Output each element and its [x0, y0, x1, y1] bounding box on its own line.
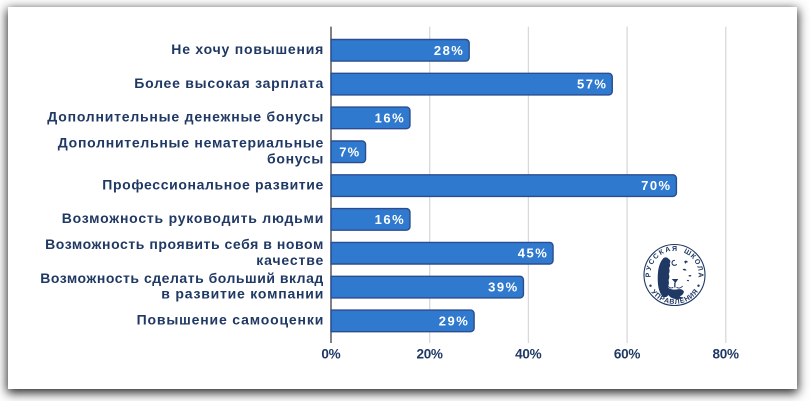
svg-text:80%: 80% [713, 346, 740, 361]
svg-text:39%: 39% [488, 280, 517, 295]
svg-text:16%: 16% [375, 212, 404, 227]
svg-text:С: С [648, 258, 657, 266]
svg-text:Возможность руководить людьми: Возможность руководить людьми [62, 210, 324, 226]
svg-text:Дополнительные нематериальные: Дополнительные нематериальные [58, 135, 324, 151]
svg-text:Е: Е [679, 297, 686, 305]
svg-text:45%: 45% [518, 246, 547, 261]
svg-text:Дополнительные денежные бонусы: Дополнительные денежные бонусы [47, 109, 323, 125]
svg-text:в развитие компании: в развитие компании [161, 286, 323, 302]
svg-text:Н: Н [683, 295, 691, 304]
svg-text:О: О [692, 258, 701, 267]
svg-text:П: П [653, 292, 661, 301]
svg-text:28%: 28% [434, 43, 463, 58]
svg-text:Л: Л [695, 265, 703, 272]
svg-text:качестве: качестве [256, 252, 323, 268]
svg-text:Возможность проявить себя в но: Возможность проявить себя в новом [45, 236, 323, 252]
svg-text:У: У [649, 289, 658, 297]
svg-text:Ш: Ш [683, 248, 693, 258]
svg-text:С: С [652, 253, 661, 262]
svg-text:0%: 0% [321, 346, 340, 361]
svg-text:20%: 20% [416, 346, 443, 361]
svg-text:В: В [669, 299, 675, 306]
svg-text:К: К [689, 253, 697, 261]
svg-text:40%: 40% [515, 346, 542, 361]
svg-text:70%: 70% [641, 178, 670, 193]
svg-text:И: И [688, 292, 696, 301]
svg-text:16%: 16% [375, 110, 404, 125]
svg-text:Возможность сделать больший вк: Возможность сделать больший вклад [40, 270, 323, 286]
svg-text:Не хочу повышения: Не хочу повышения [171, 41, 323, 57]
svg-text:К: К [658, 248, 666, 257]
svg-text:У: У [646, 265, 654, 272]
svg-text:Р: Р [658, 295, 666, 304]
svg-text:7%: 7% [339, 144, 359, 159]
svg-text:Л: Л [674, 299, 680, 306]
svg-text:60%: 60% [614, 346, 641, 361]
svg-text:Профессиональное развитие: Профессиональное развитие [102, 176, 323, 192]
svg-text:А: А [665, 246, 672, 254]
svg-text:Более высокая зарплата: Более высокая зарплата [134, 75, 323, 91]
svg-text:57%: 57% [577, 77, 606, 92]
svg-text:А: А [663, 297, 670, 305]
svg-text:Р: Р [645, 272, 652, 277]
svg-text:Я: Я [691, 288, 700, 296]
svg-text:А: А [697, 272, 704, 277]
svg-text:29%: 29% [439, 313, 468, 328]
svg-text:бонусы: бонусы [267, 150, 323, 166]
svg-text:Повышение самооценки: Повышение самооценки [137, 312, 324, 328]
svg-text:Я: Я [672, 246, 677, 253]
